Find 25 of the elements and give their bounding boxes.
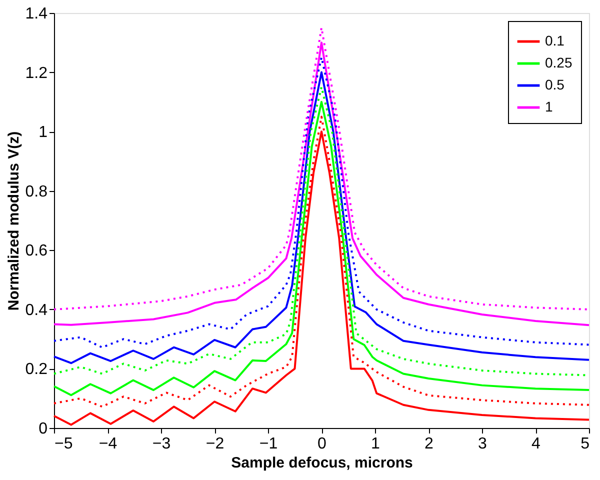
y-tick-label: 0.6 [25, 242, 48, 260]
x-axis-title: Sample defocus, microns [231, 454, 413, 472]
y-tick-label: 1 [38, 124, 48, 142]
y-tick-label: 1.2 [25, 64, 48, 82]
x-tick-label: −5 [54, 436, 73, 452]
x-tick-label: −2 [206, 436, 224, 452]
x-tick-label: 4 [532, 436, 541, 452]
y-tick-label: 0.2 [25, 361, 48, 378]
x-tick-label: 3 [478, 436, 488, 452]
y-axis-title: Normalized modulus V(z) [5, 131, 22, 311]
x-tick-label: −4 [98, 436, 118, 452]
x-tick-label: −3 [152, 436, 171, 452]
y-tick-label: 0.8 [25, 183, 48, 200]
y-tick-label: 0.4 [25, 302, 48, 319]
legend-label: 1 [545, 98, 553, 114]
x-tick-label: 2 [424, 436, 434, 452]
x-tick-label: 5 [580, 436, 590, 452]
x-tick-label: 0 [318, 436, 327, 452]
legend-label: 0.5 [545, 76, 565, 92]
y-tick-label: 0 [38, 420, 48, 438]
x-tick-label: 1 [371, 436, 380, 452]
y-tick-label: 1.4 [25, 6, 48, 22]
legend-label: 0.25 [545, 54, 572, 70]
x-tick-label: −1 [259, 436, 278, 452]
legend-label: 0.1 [545, 32, 565, 48]
